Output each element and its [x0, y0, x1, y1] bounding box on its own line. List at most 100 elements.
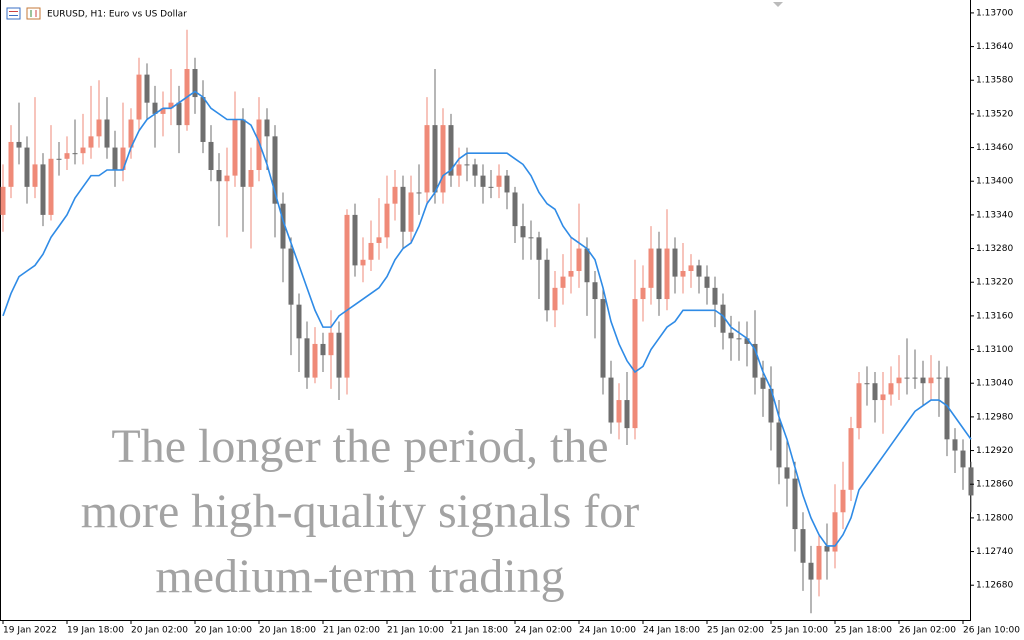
candle-body	[488, 186, 494, 188]
candle-body	[952, 439, 958, 451]
candle-body	[752, 343, 758, 378]
y-tick-label: 1.13460	[976, 143, 1013, 153]
candle-body	[384, 203, 390, 238]
y-tick-label: 1.13640	[976, 42, 1013, 52]
candle-body	[32, 164, 38, 187]
candle-body	[224, 175, 230, 182]
y-tick-label: 1.13340	[976, 210, 1013, 220]
x-tick-label: 26 Jan 02:00	[899, 626, 956, 636]
candle-body	[840, 489, 846, 513]
x-tick-label: 25 Jan 18:00	[835, 626, 892, 636]
candle-body	[440, 125, 446, 193]
candle-body	[80, 147, 86, 154]
candle-body	[464, 164, 470, 166]
candle-body	[768, 388, 774, 423]
y-tick-label: 1.12860	[976, 480, 1013, 490]
candle-body	[248, 170, 254, 187]
candle-body	[920, 377, 926, 384]
candle-body	[88, 136, 94, 148]
x-tick-label: 20 Jan 10:00	[195, 626, 252, 636]
candle-body	[592, 282, 598, 300]
candle-body	[496, 175, 502, 187]
x-tick-label: 24 Jan 02:00	[515, 626, 572, 636]
candle-body	[520, 226, 526, 238]
candle-body	[696, 265, 702, 277]
candle-body	[352, 214, 358, 266]
candle-body	[560, 276, 566, 288]
candle-body	[600, 299, 606, 378]
x-tick-label: 20 Jan 02:00	[131, 626, 188, 636]
candle-body	[824, 545, 830, 552]
x-tick-label: 25 Jan 02:00	[707, 626, 764, 636]
candle-body	[744, 338, 750, 344]
y-tick-label: 1.13040	[976, 379, 1013, 389]
candle-body	[656, 248, 662, 300]
candle-body	[200, 97, 206, 142]
candle-body	[608, 377, 614, 423]
y-tick-label: 1.13520	[976, 109, 1013, 119]
candle-body	[96, 119, 102, 137]
y-tick-label: 1.13580	[976, 76, 1013, 86]
candle-body	[160, 108, 166, 114]
candle-body	[896, 377, 902, 384]
candle-body	[344, 214, 350, 378]
candle-body	[968, 467, 974, 496]
candle-body	[480, 175, 486, 187]
candle-body	[904, 377, 910, 379]
x-tick-label: 25 Jan 10:00	[771, 626, 828, 636]
candle-body	[864, 383, 870, 385]
candle-body	[264, 119, 270, 137]
candle-body	[280, 203, 286, 249]
y-tick-label: 1.12680	[976, 581, 1013, 591]
candle-body	[400, 186, 406, 232]
candle-body	[936, 377, 942, 379]
candle-body	[640, 287, 646, 300]
y-tick-label: 1.12800	[976, 513, 1013, 523]
candle-body	[336, 332, 342, 378]
candle-body	[360, 259, 366, 266]
candle-body	[256, 119, 262, 171]
candle-body	[504, 175, 510, 193]
x-tick-label: 24 Jan 10:00	[579, 626, 636, 636]
candle-body	[312, 343, 318, 378]
candle-body	[8, 141, 14, 187]
candle-body	[672, 248, 678, 277]
candle-body	[888, 383, 894, 395]
x-tick-label: 24 Jan 18:00	[643, 626, 700, 636]
candle-body	[320, 343, 326, 356]
candle-body	[816, 545, 822, 580]
y-tick-label: 1.12920	[976, 446, 1013, 456]
candle-body	[872, 383, 878, 401]
x-tick-label: 21 Jan 02:00	[323, 626, 380, 636]
candle-body	[792, 478, 798, 530]
candle-body	[216, 170, 222, 182]
candle-body	[912, 377, 918, 379]
candle-body	[16, 141, 22, 148]
annotation: The longer the period, the	[111, 420, 608, 473]
candle-body	[288, 248, 294, 305]
chart-title: EURUSD, H1: Euro vs US Dollar	[47, 10, 187, 20]
x-tick-label: 21 Jan 10:00	[387, 626, 444, 636]
candle-body	[720, 304, 726, 333]
y-tick-label: 1.13280	[976, 244, 1013, 254]
candle-body	[424, 125, 430, 193]
candle-body	[472, 164, 478, 176]
candle-body	[512, 192, 518, 227]
candle-body	[112, 147, 118, 171]
candle-body	[40, 164, 46, 215]
x-tick-label: 20 Jan 18:00	[259, 626, 316, 636]
icon	[26, 7, 41, 20]
candle-body	[848, 428, 854, 490]
candle-body	[176, 102, 182, 126]
candle-body	[712, 287, 718, 305]
candle-body	[240, 119, 246, 187]
candle-body	[944, 377, 950, 440]
candle-body	[552, 287, 558, 311]
candle-body	[432, 125, 438, 193]
candle-body	[456, 164, 462, 176]
moving-average-line	[2, 90, 972, 547]
annotation: more high-quality signals for	[81, 485, 640, 538]
candle-body	[376, 237, 382, 243]
icon	[6, 7, 21, 20]
